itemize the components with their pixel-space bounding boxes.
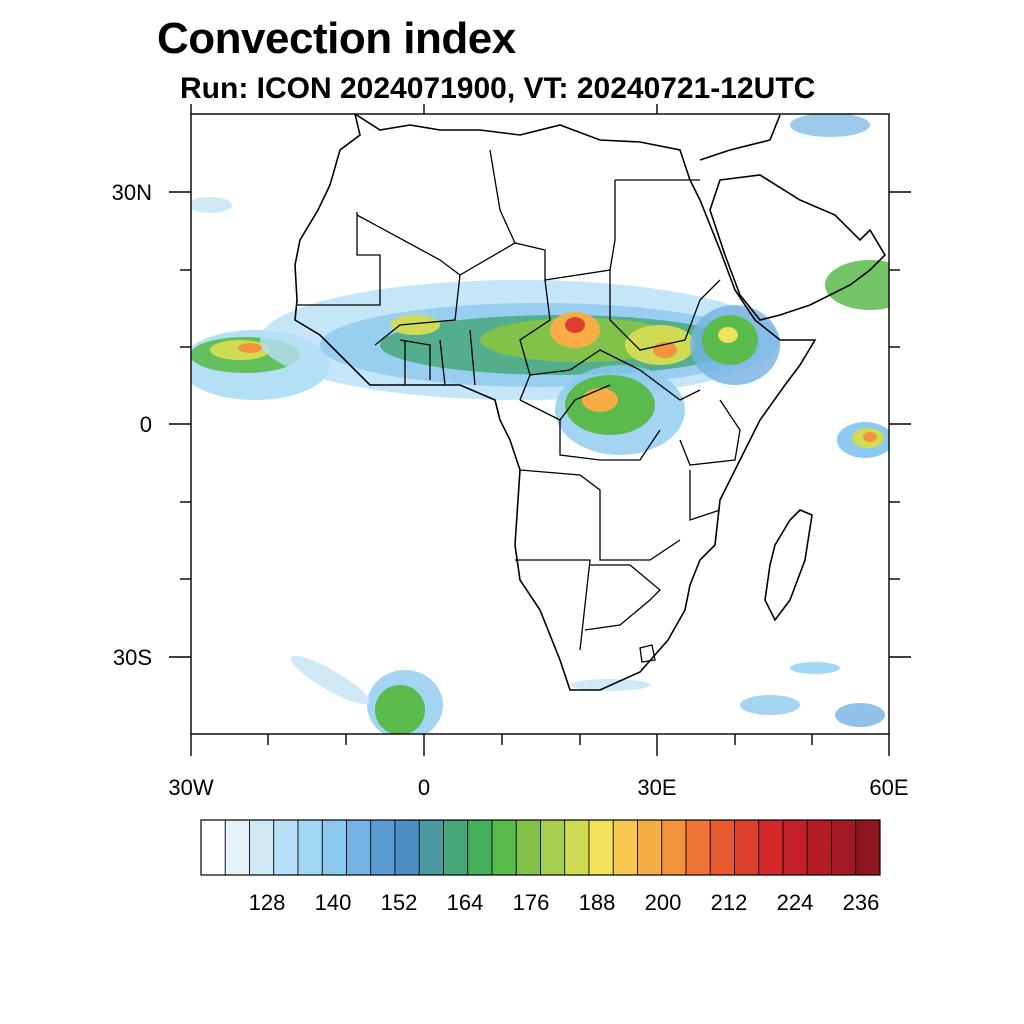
colorbar-label: 188 [578, 890, 616, 915]
colorbar-swatch [782, 819, 808, 876]
colorbar-swatch [418, 819, 444, 876]
colorbar-swatch [346, 819, 372, 876]
lon-label-30e: 30E [637, 775, 677, 800]
lat-label-30n: 30N [111, 180, 152, 205]
colorbar-swatch [806, 819, 832, 876]
colorbar-label: 128 [248, 890, 286, 915]
lat-label-30s: 30S [112, 645, 152, 670]
lon-label-0: 0 [417, 775, 431, 800]
colorbar-label: 212 [710, 890, 748, 915]
colorbar-swatch [540, 819, 566, 876]
colorbar-label: 236 [842, 890, 880, 915]
colorbar-swatch [612, 819, 638, 876]
colorbar-label: 200 [644, 890, 682, 915]
lat-label-0: 0 [139, 412, 152, 437]
lon-label-60e: 60E [869, 775, 909, 800]
colorbar-label: 176 [512, 890, 550, 915]
colorbar-swatch [637, 819, 663, 876]
colorbar-swatch [200, 819, 226, 876]
colorbar-swatch [855, 819, 881, 876]
colorbar-swatch [297, 819, 323, 876]
colorbar-swatch [443, 819, 469, 876]
colorbar-swatch [831, 819, 857, 876]
coastlines [294, 114, 887, 691]
colorbar-swatch [515, 819, 541, 876]
colorbar-swatch [394, 819, 420, 876]
colorbar-swatch [321, 819, 347, 876]
map-title: Convection index [157, 14, 516, 63]
colorbar-swatch [564, 819, 590, 876]
map-subtitle: Run: ICON 2024071900, VT: 20240721-12UTC [180, 72, 816, 105]
colorbar-label: 152 [380, 890, 418, 915]
country-borders [297, 149, 741, 663]
colorbar-swatch [661, 819, 687, 876]
colorbar-swatch [224, 819, 250, 876]
colorbar-swatch [370, 819, 396, 876]
colorbar-swatch [734, 819, 760, 876]
lon-label-30w: 30W [168, 775, 214, 800]
colorbar-label: 224 [776, 890, 814, 915]
colorbar-swatch [758, 819, 784, 876]
colorbar-swatch [467, 819, 493, 876]
colorbar-frame [200, 819, 881, 876]
colorbar-label: 164 [446, 890, 484, 915]
colorbar-swatch [588, 819, 614, 876]
colorbar-swatch [273, 819, 299, 876]
colorbar-swatch [685, 819, 711, 876]
colorbar-label: 140 [314, 890, 352, 915]
colorbar-swatch [709, 819, 735, 876]
colorbar-swatch [491, 819, 517, 876]
colorbar-swatch [249, 819, 275, 876]
axis-ticks [169, 104, 911, 756]
